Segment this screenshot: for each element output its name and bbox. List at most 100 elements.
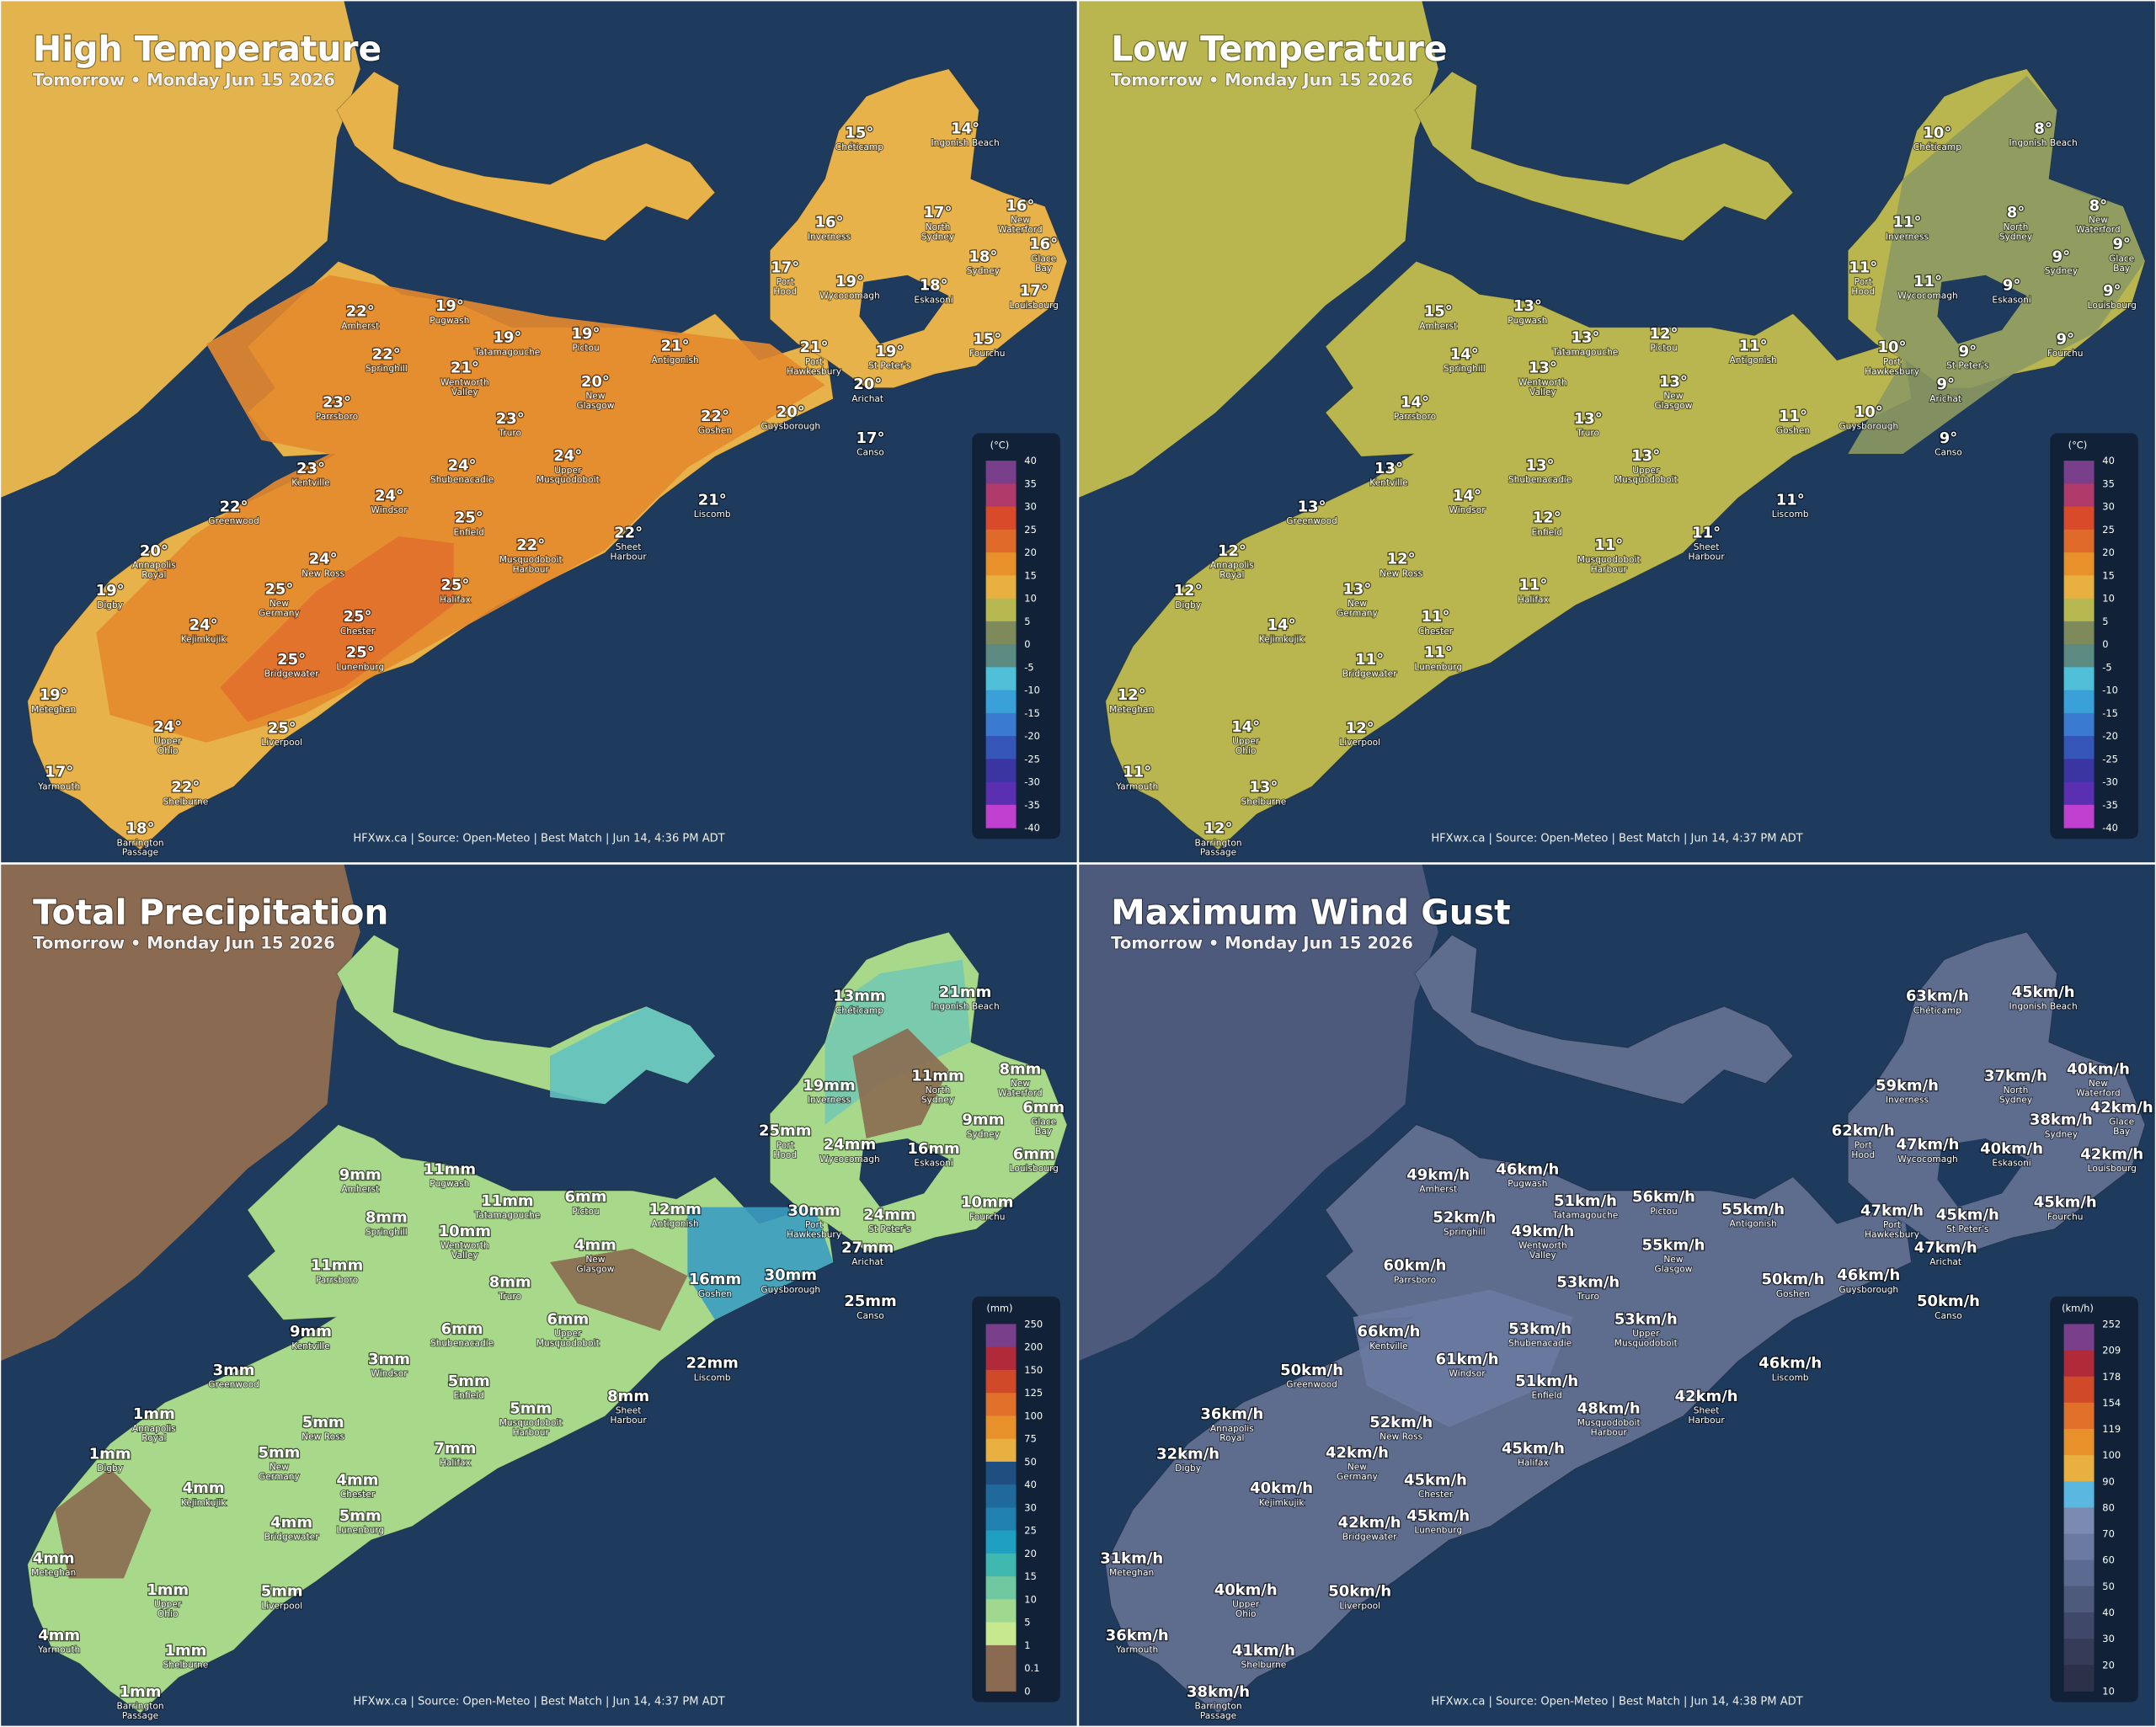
place-value: 24° (375, 487, 403, 504)
place-value: 51km/h (1515, 1373, 1578, 1390)
place-value: 30mm (787, 1202, 840, 1219)
place-name: Musquodoboit (1577, 1417, 1641, 1428)
legend-swatch (985, 461, 1017, 484)
place-name: Glace (2109, 1117, 2134, 1127)
place-name: Ingonish Beach (2009, 137, 2077, 148)
place-value: 6mm (441, 1320, 483, 1338)
legend-swatch (2063, 667, 2095, 691)
land-pei (1414, 71, 1794, 242)
legend-swatch (2063, 621, 2095, 645)
legend-tick: 125 (1024, 1387, 1043, 1399)
place-name: Inverness (1886, 1095, 1929, 1106)
place-name: Enfield (454, 1390, 484, 1401)
place-name: Ohio (1235, 745, 1257, 756)
place-value: 52km/h (1369, 1414, 1433, 1431)
place-value: 16° (1029, 236, 1058, 253)
place-value: 15° (1424, 303, 1453, 321)
legend-tick: -30 (2102, 776, 2118, 788)
place-value: 13° (1374, 460, 1403, 477)
place-value: 14° (951, 120, 979, 138)
place-name: Germany (259, 608, 300, 619)
legend-swatch (985, 804, 1017, 829)
legend-swatch (985, 1461, 1017, 1485)
place-value: 30mm (765, 1266, 817, 1284)
place-value: 45km/h (2012, 983, 2075, 1001)
legend-tick: 178 (2102, 1371, 2121, 1383)
place-value: 32km/h (1156, 1445, 1219, 1463)
place-name: Sydney (2045, 1128, 2078, 1139)
place-value: 19° (96, 582, 125, 600)
place-value: 11mm (911, 1067, 963, 1085)
legend-swatch (2063, 1612, 2095, 1639)
lake (1937, 1138, 2027, 1207)
legend-swatch (2063, 1586, 2095, 1613)
place-name: Glasgow (576, 1263, 614, 1274)
place-value: 11° (1893, 214, 1922, 232)
place-name: Springhill (1444, 1226, 1486, 1237)
legend-tick: 250 (1024, 1319, 1043, 1330)
place-name: Liscomb (694, 1372, 731, 1383)
place-value: 9° (2003, 277, 2020, 295)
place-value: 4mm (38, 1627, 80, 1644)
place-name: Passage (122, 1710, 158, 1721)
place-value: 38km/h (2030, 1111, 2093, 1129)
place-value: 51km/h (1554, 1192, 1617, 1210)
place-name: Valley (1529, 1250, 1556, 1261)
place-name: Glace (2109, 253, 2134, 264)
legend-swatch (985, 1369, 1017, 1394)
place-name: Sydney (921, 231, 954, 242)
legend-tick: -25 (1024, 753, 1040, 765)
place-name: Upper (154, 1599, 182, 1610)
place-name: Hood (1851, 1149, 1875, 1160)
place-value: 1mm (89, 1445, 131, 1463)
legend-tick: 15 (1024, 1570, 1037, 1582)
legend-tick: -5 (2102, 661, 2111, 673)
place-value: 20° (140, 542, 168, 560)
place-name: Passage (1200, 1710, 1236, 1721)
legend-swatch (2063, 781, 2095, 806)
place-name: Eskasoni (1992, 1158, 2031, 1169)
legend-tick: 80 (2102, 1501, 2115, 1513)
place-value: 19mm (803, 1077, 855, 1095)
place-name: Glasgow (1654, 1263, 1692, 1274)
lake (1937, 275, 2027, 344)
legend-tick: -40 (2102, 822, 2118, 834)
place-value: 8mm (607, 1388, 649, 1405)
place-name: Chester (1418, 626, 1454, 637)
legend-tick: 60 (2102, 1554, 2115, 1566)
place-name: Chester (1418, 1489, 1454, 1500)
land-ns (1105, 260, 1912, 850)
place-name: Musquodoboit (1614, 1338, 1678, 1349)
place-name: Louisbourg (1010, 1163, 1059, 1174)
legend-swatch (2063, 575, 2095, 600)
place-value: 11° (1776, 491, 1805, 509)
land-nb (0, 863, 360, 1362)
place-name: Port (1854, 276, 1872, 287)
place-name: Chéticamp (1913, 1005, 1961, 1015)
legend-swatch (985, 1393, 1017, 1416)
place-name: Halifax (1518, 1458, 1549, 1468)
place-name: Louisbourg (2088, 300, 2137, 311)
place-name: New (1011, 1078, 1030, 1089)
place-name: Hawkesbury (1865, 1229, 1919, 1240)
legend-tick: -40 (1024, 822, 1040, 834)
place-value: 11° (1123, 764, 1151, 781)
place-name: Glasgow (1654, 400, 1692, 411)
place-name: Springhill (1444, 363, 1486, 374)
place-name: Germany (259, 1471, 300, 1482)
place-name: Upper (1632, 465, 1660, 476)
place-name: New (270, 598, 289, 609)
place-value: 16° (815, 214, 844, 232)
legend-swatch (2063, 1639, 2095, 1666)
place-name: Parrsboro (316, 1274, 358, 1285)
place-value: 25° (277, 651, 306, 669)
place-value: 20° (853, 376, 882, 393)
place-name: Antigonish (1730, 354, 1777, 365)
legend-swatch (2063, 736, 2095, 760)
place-value: 12° (1650, 325, 1678, 343)
legend-swatch (2063, 1376, 2095, 1404)
place-name: New (2089, 215, 2108, 226)
place-value: 10° (1878, 338, 1907, 356)
place-value: 36km/h (1200, 1405, 1263, 1423)
